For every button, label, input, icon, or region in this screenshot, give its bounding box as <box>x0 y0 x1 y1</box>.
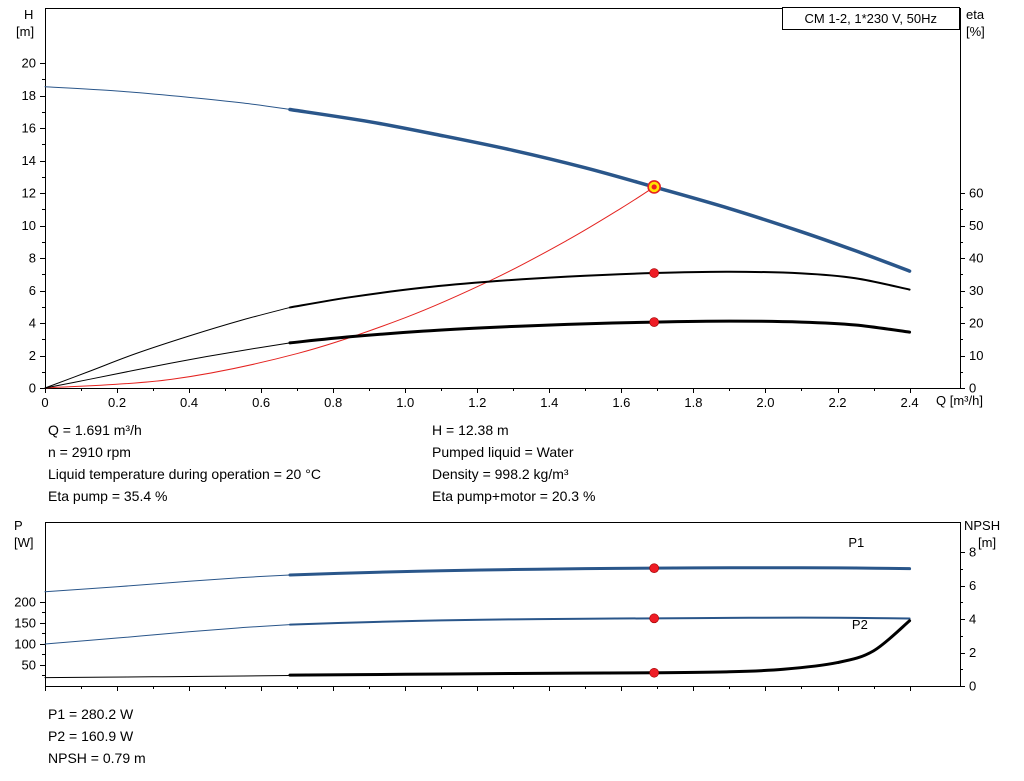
info-flow: Q = 1.691 m³/h <box>48 422 142 438</box>
y-left-tick-label: 6 <box>29 283 36 298</box>
x-tick-label: 1.8 <box>684 395 702 410</box>
power-npsh-chart[interactable]: 50 100 150 200 0 2 4 6 8 P1 P2 <box>0 515 1024 700</box>
p-axis-unit: P [W] <box>14 517 34 551</box>
pump-model-label: CM 1-2, 1*230 V, 50Hz <box>804 11 937 26</box>
y-right-tick-label: 4 <box>969 612 976 627</box>
eta-pump-motor-curve <box>288 319 912 345</box>
y-left-tick-label: 20 <box>22 56 36 71</box>
p1-duty-dot <box>649 563 659 573</box>
y-left-tick-label: 16 <box>22 121 36 136</box>
y-right-tick-label: 0 <box>969 381 976 396</box>
y-right-tick-label: 60 <box>969 186 983 201</box>
y-right-tick-label: 50 <box>969 218 983 233</box>
info-eta-pump-motor: Eta pump+motor = 20.3 % <box>432 488 596 504</box>
y-right-tick-label: 0 <box>969 679 976 694</box>
y-left-tick-label: 150 <box>14 615 36 630</box>
x-tick-label: 0.4 <box>180 395 198 410</box>
eta-axis-unit: eta [%] <box>966 6 985 40</box>
p1-curve <box>288 566 912 577</box>
info-liquid-temperature: Liquid temperature during operation = 20… <box>48 466 321 482</box>
eta-axis-symbol: eta <box>966 7 985 22</box>
p2-curve <box>288 616 911 626</box>
duty-point-center <box>651 184 657 190</box>
y-left-tick-label: 50 <box>22 657 36 672</box>
x-tick-label: 2.2 <box>828 395 846 410</box>
y-left-tick-label: 10 <box>22 218 36 233</box>
y-left-tick-label: 2 <box>29 348 36 363</box>
hq-curve <box>288 107 912 273</box>
eta-pump-duty-dot <box>649 268 659 278</box>
y-right-tick-label: 30 <box>969 283 983 298</box>
info-npsh: NPSH = 0.79 m <box>48 750 146 766</box>
x-tick-label: 1.4 <box>540 395 558 410</box>
hq-eta-chart[interactable]: 0 0.2 0.4 0.6 0.8 1.0 1.2 1.4 1.6 1.8 2.0 2.2 2.4 0 2 4… <box>0 0 1024 412</box>
curve-label-p2: P2 <box>852 617 868 632</box>
duty-info-left: Q = 1.691 m³/h n = 2910 rpm Liquid tempe… <box>48 419 432 507</box>
p-axis-symbol: P <box>14 518 23 533</box>
plot-frame <box>45 8 961 389</box>
x-tick-label: 2.0 <box>756 395 774 410</box>
h-axis-unit: H [m] <box>16 6 34 40</box>
x-tick-label: 1.2 <box>468 395 486 410</box>
npsh-axis-unit: NPSH [m] <box>964 517 1000 551</box>
y-left-tick-label: 4 <box>29 316 36 331</box>
q-axis-unit: Q [m³/h] <box>936 393 983 408</box>
y-right-tick-label: 20 <box>969 316 983 331</box>
info-density: Density = 998.2 kg/m³ <box>432 466 569 482</box>
x-tick-label: 0.6 <box>252 395 270 410</box>
pump-model-box: CM 1-2, 1*230 V, 50Hz <box>781 7 960 30</box>
power-info-panel: P1 = 280.2 W P2 = 160.9 W NPSH = 0.79 m <box>48 703 146 769</box>
eta-axis-bracket: [%] <box>966 24 985 39</box>
info-p2: P2 = 160.9 W <box>48 728 134 744</box>
y-left-tick-label: 8 <box>29 251 36 266</box>
h-axis-symbol: H <box>24 7 34 22</box>
x-tick-label: 0.8 <box>324 395 342 410</box>
p2-duty-dot <box>649 613 659 624</box>
x-tick-label: 1.0 <box>396 395 414 410</box>
info-p1: P1 = 280.2 W <box>48 706 134 722</box>
y-left-tick-label: 18 <box>22 88 36 103</box>
y-right-tick-label: 2 <box>969 645 976 660</box>
y-left-tick-label: 200 <box>14 594 36 609</box>
y-right-tick-label: 8 <box>969 545 976 560</box>
npsh-curve <box>288 619 912 677</box>
x-tick-label: 0.2 <box>108 395 126 410</box>
info-eta-pump: Eta pump = 35.4 % <box>48 488 168 504</box>
curve-label-p1: P1 <box>848 535 864 550</box>
info-pumped-liquid: Pumped liquid = Water <box>432 444 574 460</box>
eta-pump-curve <box>288 270 911 309</box>
y-right-tick-label: 6 <box>969 578 976 593</box>
y-left-tick-label: 12 <box>22 186 36 201</box>
y-left-tick-label: 0 <box>29 381 36 396</box>
y-right-tick-label: 40 <box>969 251 983 266</box>
plot-frame <box>45 522 961 687</box>
eta-pump-motor-curve-low-flow <box>44 342 291 389</box>
info-head: H = 12.38 m <box>432 422 509 438</box>
y-left-tick-label: 14 <box>22 153 36 168</box>
x-tick-label: 2.4 <box>901 395 919 410</box>
hq-curve-low-flow <box>44 86 291 110</box>
info-speed: n = 2910 rpm <box>48 444 131 460</box>
y-left-tick-label: 100 <box>14 636 36 651</box>
npsh-axis-bracket: [m] <box>978 535 997 550</box>
npsh-axis-symbol: NPSH <box>964 518 1001 533</box>
x-tick-label: 0 <box>41 395 48 410</box>
x-tick-label: 1.6 <box>612 395 630 410</box>
npsh-duty-dot <box>649 667 659 678</box>
system-curve <box>44 186 655 389</box>
h-axis-bracket: [m] <box>16 24 35 39</box>
duty-info-right: H = 12.38 m Pumped liquid = Water Densit… <box>432 419 595 507</box>
p2-curve-low-flow <box>44 624 291 645</box>
p-axis-bracket: [W] <box>14 535 34 550</box>
y-right-tick-label: 10 <box>969 348 983 363</box>
npsh-curve-low-flow <box>44 674 291 679</box>
eta-pump-curve-low-flow <box>44 306 291 389</box>
eta-pump-motor-duty-dot <box>649 317 659 327</box>
p1-curve-low-flow <box>44 574 291 593</box>
